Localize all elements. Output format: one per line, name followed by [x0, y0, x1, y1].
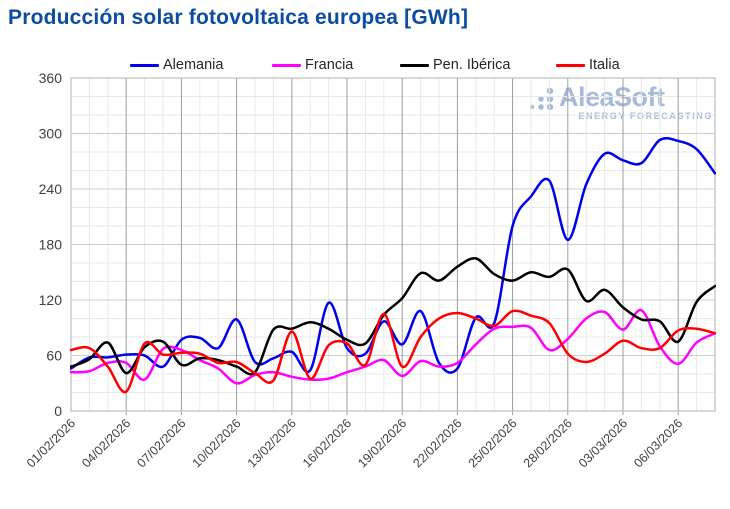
legend-label-italia: Italia — [589, 57, 620, 73]
legend: Alemania Francia Pen. Ibérica Italia — [0, 56, 730, 74]
legend-swatch-francia — [272, 63, 301, 67]
legend-label-pen-iberica: Pen. Ibérica — [433, 57, 511, 73]
svg-text:240: 240 — [39, 181, 63, 197]
legend-item-italia: Italia — [556, 56, 620, 74]
chart-title: Producción solar fotovoltaica europea [G… — [8, 6, 469, 29]
svg-text:60: 60 — [46, 348, 62, 364]
svg-text:25/02/2026: 25/02/2026 — [466, 416, 520, 470]
svg-text:10/02/2026: 10/02/2026 — [190, 416, 244, 470]
svg-text:19/02/2026: 19/02/2026 — [355, 416, 409, 470]
svg-text:03/03/2026: 03/03/2026 — [576, 416, 630, 470]
svg-text:120: 120 — [39, 292, 63, 308]
legend-swatch-italia — [556, 63, 585, 67]
svg-text:22/02/2026: 22/02/2026 — [410, 416, 464, 470]
svg-text:28/02/2026: 28/02/2026 — [521, 416, 575, 470]
legend-label-alemania: Alemania — [163, 57, 224, 73]
svg-text:180: 180 — [39, 237, 63, 253]
svg-text:360: 360 — [39, 70, 63, 86]
legend-swatch-pen-iberica — [400, 63, 429, 67]
svg-text:07/02/2026: 07/02/2026 — [134, 416, 188, 470]
legend-item-francia: Francia — [272, 56, 353, 74]
svg-text:06/03/2026: 06/03/2026 — [631, 416, 685, 470]
svg-text:300: 300 — [39, 126, 63, 142]
legend-item-pen-iberica: Pen. Ibérica — [400, 56, 510, 74]
svg-text:13/02/2026: 13/02/2026 — [245, 416, 299, 470]
svg-text:04/02/2026: 04/02/2026 — [79, 416, 133, 470]
legend-label-francia: Francia — [305, 57, 354, 73]
legend-swatch-alemania — [130, 63, 159, 67]
svg-text:01/02/2026: 01/02/2026 — [24, 416, 78, 470]
legend-item-alemania: Alemania — [130, 56, 223, 74]
svg-text:16/02/2026: 16/02/2026 — [300, 416, 354, 470]
svg-text:0: 0 — [54, 403, 62, 419]
logo-tagline-text: ENERGY FORECASTING — [578, 111, 713, 121]
